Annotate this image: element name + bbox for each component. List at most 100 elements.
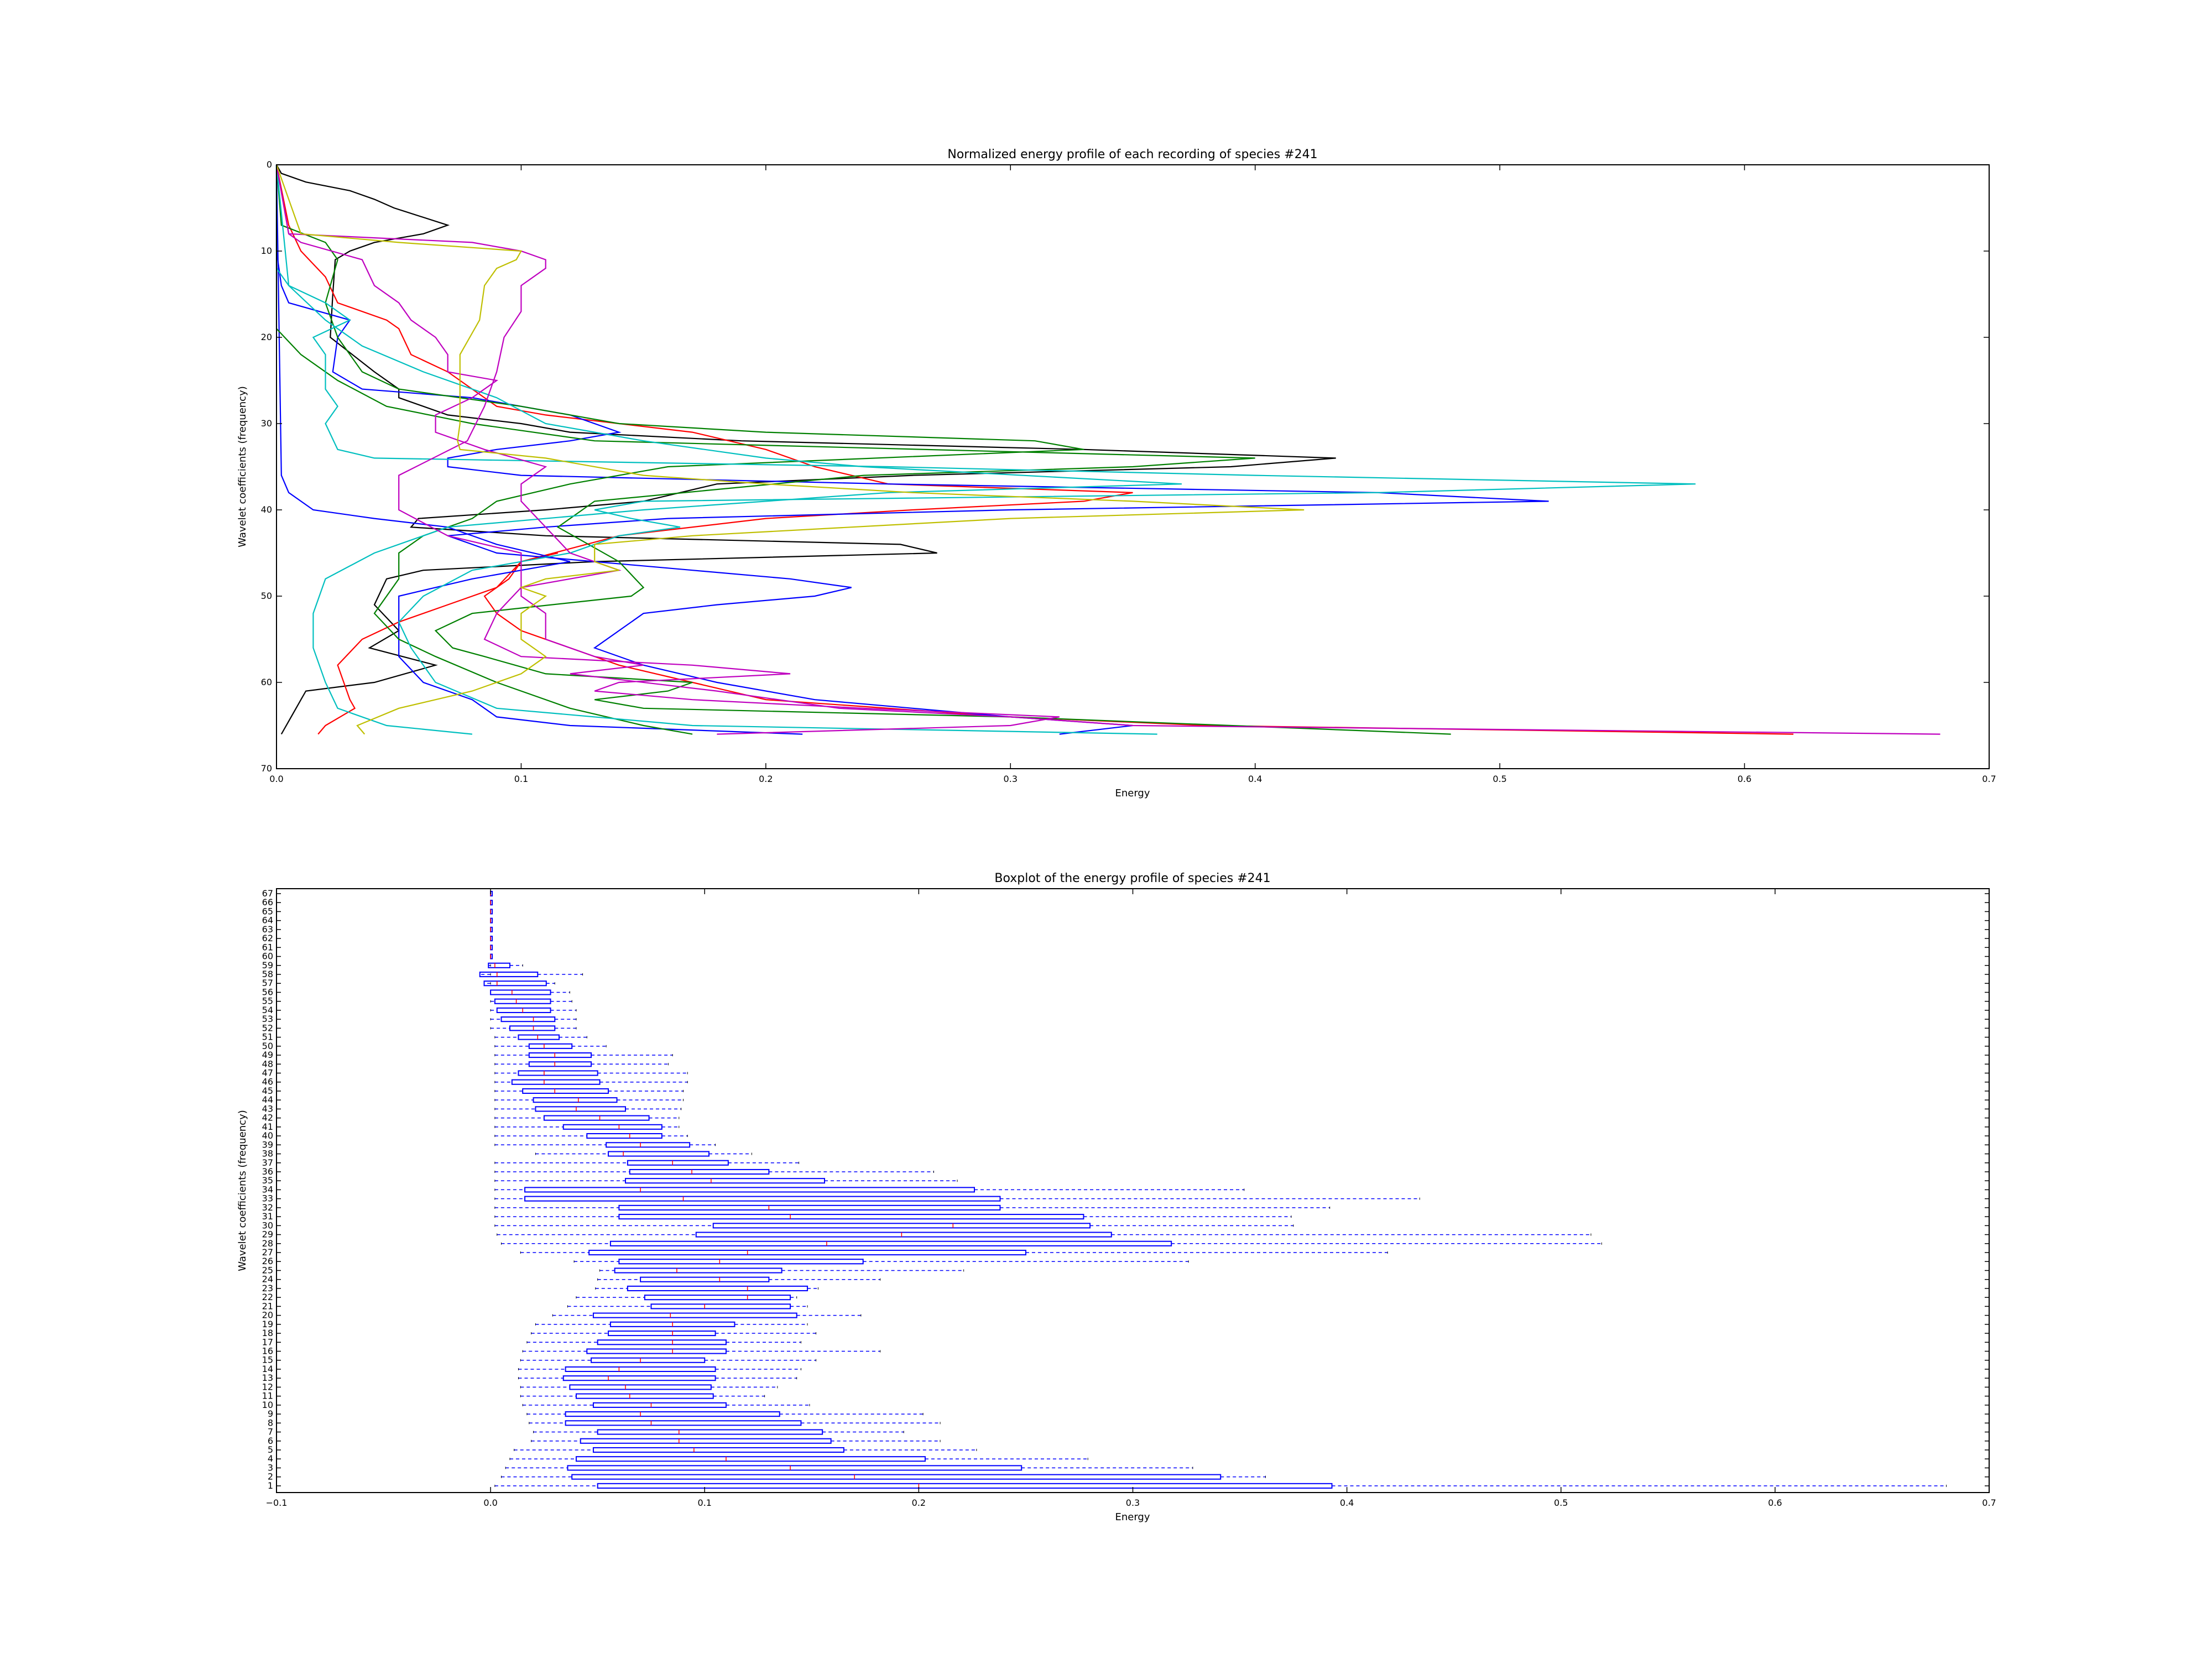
x-tick-label: 0.2 — [912, 1498, 926, 1508]
y-tick-label: 34 — [262, 1184, 273, 1194]
x-tick-label: 0.6 — [1768, 1498, 1782, 1508]
y-tick-label: 40 — [262, 1130, 273, 1141]
y-tick-label: 30 — [262, 1220, 273, 1230]
x-tick-label: 0.1 — [514, 774, 528, 784]
y-tick-label: 53 — [262, 1014, 273, 1024]
y-tick-label: 29 — [262, 1229, 273, 1240]
y-tick-label: 60 — [262, 951, 273, 962]
y-tick-label: 51 — [262, 1032, 273, 1042]
box-39 — [606, 1142, 691, 1148]
box-51 — [518, 1034, 560, 1040]
box-7 — [597, 1429, 823, 1435]
box-17 — [597, 1339, 727, 1345]
y-tick-label: 9 — [268, 1408, 273, 1419]
y-tick-label: 14 — [262, 1364, 273, 1374]
box-33 — [524, 1196, 1001, 1202]
series-line-recording-black — [276, 164, 1336, 735]
box-31 — [618, 1214, 1084, 1220]
series-line-recording-red-1 — [275, 164, 1133, 735]
box-6 — [580, 1438, 832, 1444]
y-tick-label: 39 — [262, 1139, 273, 1150]
y-tick-label: 57 — [262, 978, 273, 988]
box-41 — [562, 1124, 662, 1130]
x-tick-label: 0.3 — [1126, 1498, 1140, 1508]
y-tick-label: 31 — [262, 1211, 273, 1222]
y-tick-label: 26 — [262, 1256, 273, 1266]
box-37 — [627, 1160, 729, 1166]
x-tick-label: 0.7 — [1982, 1498, 1996, 1508]
y-tick-label: 28 — [262, 1238, 273, 1249]
boxplot-x-label: Energy — [1115, 1511, 1150, 1523]
y-tick-label: 27 — [262, 1247, 273, 1258]
box-27 — [588, 1249, 1026, 1256]
y-tick-label: 10 — [262, 1400, 273, 1410]
y-tick-label: 30 — [261, 418, 272, 429]
y-tick-label: 32 — [262, 1202, 273, 1213]
y-tick-label: 60 — [261, 677, 272, 687]
y-tick-label: 65 — [262, 906, 273, 916]
y-tick-label: 42 — [262, 1113, 273, 1123]
y-tick-label: 43 — [262, 1103, 273, 1114]
box-47 — [518, 1070, 598, 1076]
x-tick-label: 0.2 — [759, 774, 773, 784]
x-tick-label: 0.0 — [269, 774, 283, 784]
box-34 — [524, 1187, 975, 1193]
box-43 — [535, 1106, 627, 1112]
y-tick-label: 11 — [262, 1391, 273, 1401]
y-tick-label: 48 — [262, 1058, 273, 1069]
box-2 — [571, 1474, 1222, 1480]
box-8 — [565, 1420, 802, 1426]
box-3 — [567, 1465, 1022, 1471]
box-40 — [586, 1133, 662, 1139]
x-tick-label: 0.5 — [1554, 1498, 1568, 1508]
box-42 — [543, 1115, 650, 1121]
series-line-recording-green-1 — [275, 164, 1084, 735]
box-38 — [608, 1151, 709, 1157]
y-tick-label: 50 — [262, 1041, 273, 1051]
y-tick-label: 5 — [268, 1444, 273, 1455]
box-36 — [629, 1168, 770, 1175]
box-5 — [592, 1447, 844, 1453]
y-tick-label: 25 — [262, 1265, 273, 1275]
y-tick-label: 58 — [262, 969, 273, 979]
y-tick-label: 46 — [262, 1077, 273, 1087]
y-tick-label: 3 — [268, 1462, 273, 1473]
box-4 — [575, 1456, 926, 1462]
box-46 — [511, 1079, 601, 1085]
y-tick-label: 13 — [262, 1373, 273, 1383]
y-tick-label: 18 — [262, 1328, 273, 1338]
y-tick-label: 8 — [268, 1417, 273, 1428]
series-line-recording-green-2 — [275, 165, 1451, 735]
box-30 — [712, 1223, 1091, 1229]
box-18 — [608, 1330, 716, 1337]
box-54 — [496, 1007, 551, 1013]
box-24 — [640, 1276, 770, 1282]
y-tick-label: 70 — [261, 763, 272, 774]
box-28 — [609, 1240, 1172, 1246]
box-44 — [533, 1097, 618, 1103]
y-tick-label: 36 — [262, 1166, 273, 1177]
box-48 — [528, 1061, 592, 1067]
y-tick-label: 35 — [262, 1175, 273, 1186]
box-49 — [528, 1052, 592, 1058]
box-1 — [597, 1483, 1333, 1489]
boxplot-y-label: Wavelet coefficients (frequency) — [237, 1110, 248, 1271]
x-tick-label: 0.0 — [483, 1498, 497, 1508]
y-tick-label: 6 — [268, 1436, 273, 1446]
box-50 — [528, 1043, 573, 1049]
y-tick-label: 44 — [262, 1094, 273, 1105]
y-tick-label: 21 — [262, 1301, 273, 1311]
box-14 — [565, 1366, 716, 1373]
series-line-recording-yellow — [275, 164, 1305, 735]
box-56 — [490, 989, 551, 995]
y-tick-label: 4 — [268, 1453, 273, 1464]
y-tick-label: 12 — [262, 1381, 273, 1392]
y-tick-label: 20 — [261, 332, 272, 342]
line-chart-y-label: Wavelet coefficients (frequency) — [237, 386, 248, 547]
y-tick-label: 38 — [262, 1149, 273, 1159]
y-tick-label: 16 — [262, 1345, 273, 1356]
box-15 — [591, 1357, 706, 1363]
box-16 — [586, 1348, 727, 1354]
box-35 — [625, 1178, 826, 1184]
y-tick-label: 45 — [262, 1086, 273, 1096]
